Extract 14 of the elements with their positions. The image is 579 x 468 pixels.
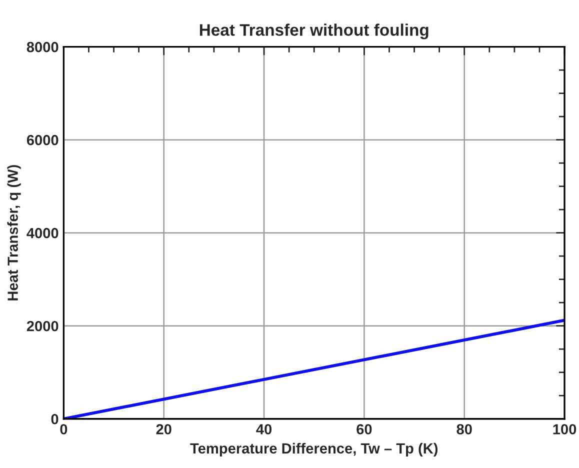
x-tick-label: 60 — [356, 424, 372, 434]
x-tick-label: 80 — [456, 424, 472, 434]
y-tick-label: 0 — [51, 414, 58, 424]
y-tick-label: 8000 — [26, 42, 58, 52]
y-tick-label: 6000 — [26, 134, 58, 146]
x-tick-label: 20 — [156, 424, 172, 434]
x-tick-label: 100 — [553, 424, 576, 434]
y-tick-label: 2000 — [26, 320, 58, 332]
x-tick-label: 0 — [60, 424, 68, 434]
y-axis-title: Heat Transfer, q (W) — [7, 165, 21, 300]
y-tick-label: 4000 — [26, 228, 58, 238]
x-axis-title: Temperature Difference, Tw – Tp (K) — [190, 442, 438, 456]
chart-title: Heat Transfer without fouling — [200, 24, 428, 40]
x-tick-label: 40 — [256, 424, 272, 434]
